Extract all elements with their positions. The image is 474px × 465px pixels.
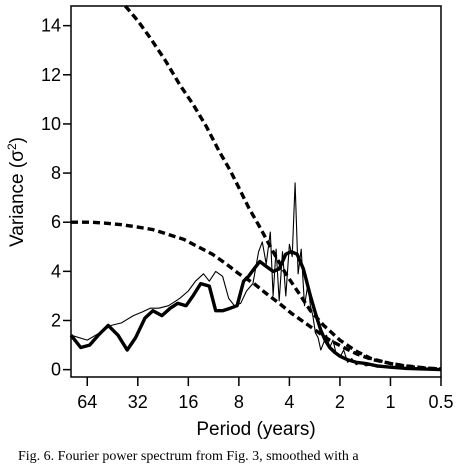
- series-layer: [69, 4, 442, 372]
- y-axis-title-superscript: 2: [5, 143, 19, 150]
- x-tick-label: 1: [385, 392, 395, 412]
- series-line-thick-1: [69, 250, 442, 372]
- x-tick-label: 0.5: [428, 392, 453, 412]
- x-tick-label: 4: [284, 392, 294, 412]
- x-tick-label: 32: [128, 392, 148, 412]
- y-axis-ticks: 0 2 4 6 8 10 12 14: [41, 16, 71, 380]
- y-tick-label: 12: [41, 65, 61, 85]
- y-tick-label: 14: [41, 16, 61, 36]
- y-axis-title: Variance (σ2): [5, 137, 28, 247]
- y-axis-title-main: Variance (σ: [7, 150, 28, 247]
- x-tick-label: 16: [178, 392, 198, 412]
- x-tick-label: 2: [335, 392, 345, 412]
- series-line-thin-0: [70, 182, 442, 371]
- y-tick-label: 0: [51, 360, 61, 380]
- series-line-dashed-2: [124, 4, 442, 371]
- x-axis-title: Period (years): [196, 419, 315, 440]
- y-tick-label: 10: [41, 114, 61, 134]
- x-tick-label: 64: [77, 392, 97, 412]
- y-tick-label: 2: [51, 310, 61, 330]
- y-tick-label: 6: [51, 212, 61, 232]
- x-tick-label: 8: [234, 392, 244, 412]
- plot-frame: [70, 5, 442, 378]
- series-line-dashed-3: [71, 220, 442, 371]
- figure-caption: Fig. 6. Fourier power spectrum from Fig.…: [18, 449, 359, 464]
- y-axis-title-suffix: ): [7, 137, 28, 143]
- y-tick-label: 4: [51, 261, 61, 281]
- x-axis-ticks: 64 32 16 8 4 2 1 0.5: [77, 377, 454, 412]
- y-tick-label: 8: [51, 163, 61, 183]
